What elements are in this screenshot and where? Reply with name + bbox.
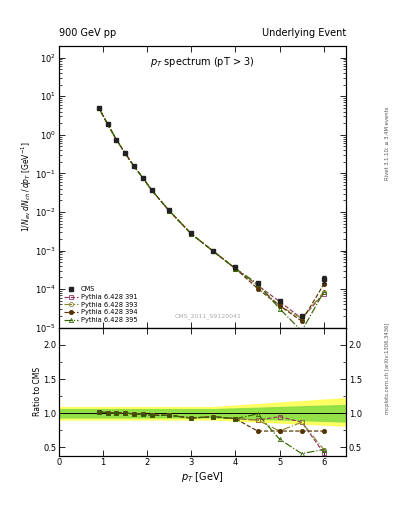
X-axis label: $p_T$ [GeV]: $p_T$ [GeV] <box>181 470 224 484</box>
Text: CMS_2011_S9120041: CMS_2011_S9120041 <box>175 313 242 319</box>
Y-axis label: $1/N_{ev}\;dN_{ch}\,/\,dp_T\;[\mathrm{GeV}^{-1}]$: $1/N_{ev}\;dN_{ch}\,/\,dp_T\;[\mathrm{Ge… <box>19 141 34 232</box>
Legend: CMS, Pythia 6.428 391, Pythia 6.428 393, Pythia 6.428 394, Pythia 6.428 395: CMS, Pythia 6.428 391, Pythia 6.428 393,… <box>62 285 139 324</box>
Text: 900 GeV pp: 900 GeV pp <box>59 28 116 38</box>
Text: $p_T$ spectrum (pT > 3): $p_T$ spectrum (pT > 3) <box>150 55 255 69</box>
Text: mcplots.cern.ch [arXiv:1306.3436]: mcplots.cern.ch [arXiv:1306.3436] <box>385 323 390 414</box>
Text: Underlying Event: Underlying Event <box>262 28 346 38</box>
Y-axis label: Ratio to CMS: Ratio to CMS <box>33 367 42 416</box>
Text: Rivet 3.1.10; ≥ 3.4M events: Rivet 3.1.10; ≥ 3.4M events <box>385 106 390 180</box>
